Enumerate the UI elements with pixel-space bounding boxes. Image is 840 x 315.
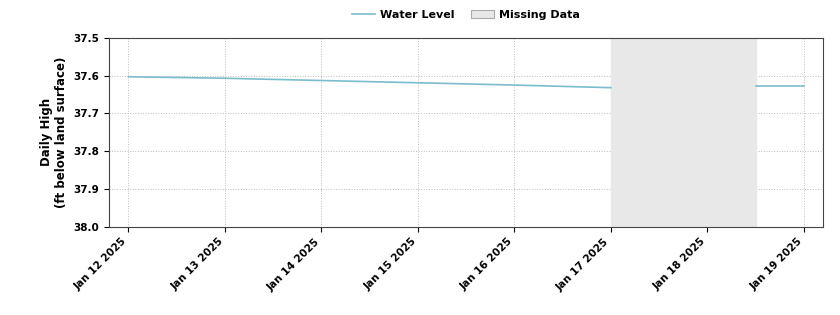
Bar — [611, 38, 756, 227]
Y-axis label: Daily High
(ft below land surface): Daily High (ft below land surface) — [40, 57, 68, 208]
Legend: Water Level, Missing Data: Water Level, Missing Data — [348, 6, 585, 25]
